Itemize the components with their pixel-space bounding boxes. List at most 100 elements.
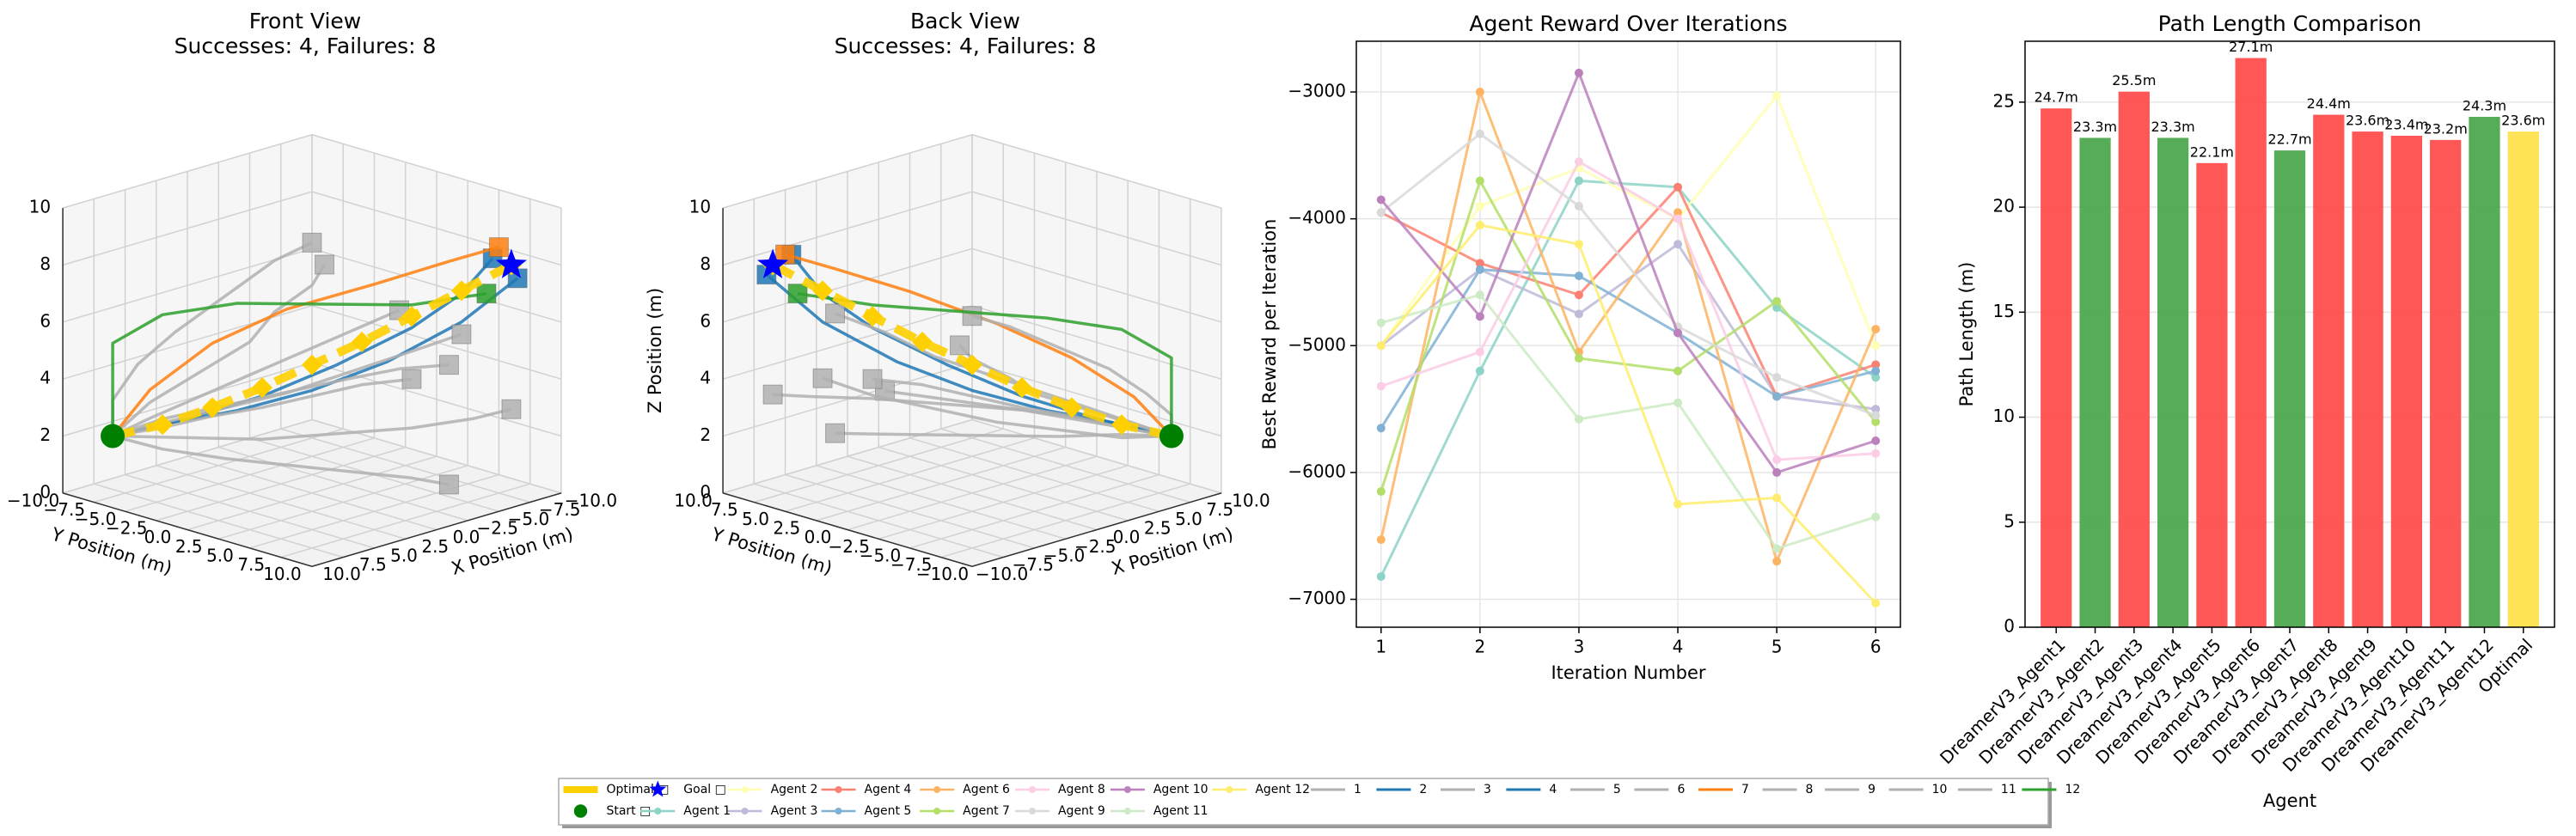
y-axis-label: Best Reward per Iteration — [1259, 219, 1280, 450]
data-point — [1871, 411, 1881, 420]
grid-line — [62, 134, 313, 209]
value-label: 23.2m — [2424, 120, 2468, 137]
data-point — [1871, 366, 1881, 375]
legend-label: Agent 11 — [1153, 804, 1208, 818]
data-point — [1871, 360, 1881, 369]
value-label: 23.3m — [2151, 119, 2195, 135]
data-point — [1574, 176, 1583, 186]
data-point — [1376, 424, 1386, 433]
series-line — [1380, 177, 1877, 492]
series-line — [1380, 242, 1876, 411]
z-tick-label: 10 — [29, 197, 51, 217]
y-tick-label: 7.5 — [711, 499, 738, 520]
grid-line — [722, 191, 973, 266]
z-tick-label: 4 — [700, 368, 711, 388]
y-tick-label: −7.5 — [44, 499, 86, 520]
legend-label: 7 — [1741, 783, 1749, 796]
x-tick-label: 10.0 — [322, 564, 361, 584]
data-point — [1772, 455, 1782, 465]
y-tick-label: −7000 — [1288, 588, 1346, 608]
z-tick-label: 10 — [689, 197, 711, 217]
plot-frame — [2024, 40, 2555, 628]
y-tick-label: 20 — [1993, 196, 2015, 217]
y-tick-label: −2.5 — [828, 536, 870, 557]
z-tick-label: 8 — [40, 253, 51, 274]
diamond-marker — [962, 354, 982, 375]
y-tick-label: −10.0 — [916, 564, 969, 584]
end-marker — [401, 369, 422, 389]
bar — [2273, 150, 2306, 628]
bar — [2430, 139, 2462, 627]
goal-marker — [757, 248, 789, 278]
data-point — [1772, 544, 1782, 553]
bar — [2118, 91, 2150, 627]
axis-line — [311, 492, 562, 567]
data-point — [1772, 392, 1782, 401]
x-tick-label: −7.5 — [1012, 554, 1054, 575]
y-tick-label: −5.0 — [860, 546, 902, 566]
x-tick-label: 0.0 — [453, 527, 480, 547]
data-point — [1871, 341, 1881, 351]
chart-title: Back View — [910, 9, 1020, 34]
data-point — [1475, 88, 1484, 97]
bar — [2507, 131, 2539, 628]
z-tick-label: 2 — [700, 424, 711, 445]
data-point — [1376, 318, 1386, 327]
data-point — [1871, 325, 1881, 334]
value-label: 24.3m — [2463, 98, 2506, 114]
y-tick-label: 10.0 — [674, 491, 713, 511]
data-point — [1376, 208, 1386, 217]
y-tick-label: 0.0 — [144, 527, 172, 547]
data-point — [1673, 240, 1683, 249]
legend-label: Start □ — [606, 804, 651, 818]
axis-line — [971, 492, 1222, 567]
agent-path — [111, 245, 499, 437]
legend-swatch — [1123, 808, 1131, 815]
data-point — [1376, 381, 1386, 391]
diamond-marker — [1061, 397, 1082, 418]
grid-line — [878, 465, 1129, 540]
x-tick-label: −5.0 — [508, 509, 550, 529]
data-point — [1871, 598, 1881, 607]
end-marker — [451, 324, 472, 345]
data-point — [1574, 157, 1583, 167]
value-label: 23.4m — [2384, 117, 2428, 133]
x-tick-label: 10.0 — [1232, 491, 1270, 511]
series-line — [1380, 69, 1876, 474]
diamond-marker — [252, 377, 273, 399]
data-point — [1475, 366, 1484, 375]
z-tick-label: 0 — [700, 481, 711, 502]
data-point — [1475, 129, 1484, 138]
legend-swatch — [1028, 808, 1036, 815]
data-point — [1673, 499, 1683, 509]
chart-subtitle: Successes: 4, Failures: 8 — [835, 34, 1097, 58]
chart-title: Agent Reward Over Iterations — [1469, 11, 1787, 36]
grid-line — [156, 446, 406, 522]
legend-label: 2 — [1419, 783, 1427, 796]
z-axis-label: Z Position (m) — [645, 288, 665, 413]
grid-line — [280, 483, 530, 558]
legend-swatch — [933, 808, 941, 815]
data-point — [1574, 290, 1583, 300]
data-point — [1772, 557, 1782, 566]
end-marker — [950, 335, 970, 356]
bar — [2196, 162, 2228, 627]
diamond-marker — [351, 332, 372, 353]
data-point — [1376, 535, 1386, 545]
data-point — [1574, 414, 1583, 424]
data-point — [1673, 328, 1683, 338]
data-point — [1376, 487, 1386, 497]
agent-path — [797, 291, 1173, 436]
agent-path — [113, 407, 512, 442]
data-point — [1376, 341, 1386, 351]
series-line — [1380, 223, 1877, 605]
z-tick-label: 4 — [40, 368, 51, 388]
value-label: 27.1m — [2229, 39, 2273, 55]
x-tick-label: 6 — [1870, 637, 1882, 657]
end-marker — [825, 423, 846, 443]
data-point — [1376, 195, 1386, 204]
y-tick-label: 7.5 — [237, 554, 265, 575]
x-tick-label: −10.0 — [565, 491, 617, 511]
legend-swatch — [1028, 786, 1036, 793]
